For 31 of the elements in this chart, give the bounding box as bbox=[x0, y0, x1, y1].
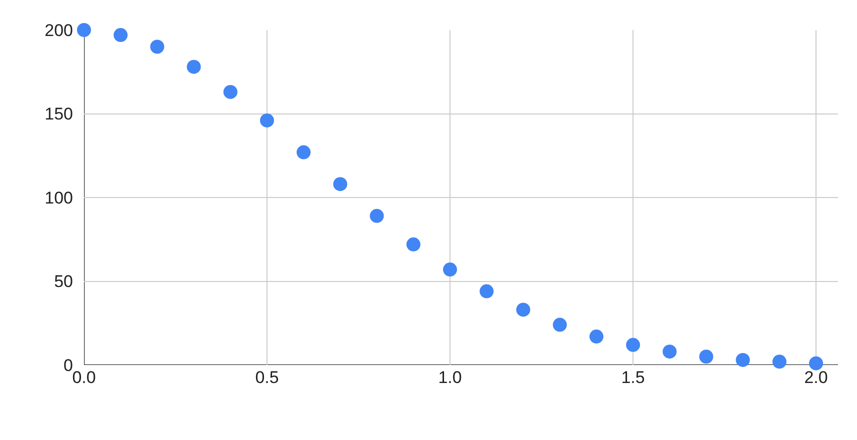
point bbox=[552, 318, 567, 332]
point bbox=[809, 356, 824, 370]
x-tick-label: 0.0 bbox=[72, 368, 96, 387]
point bbox=[662, 344, 677, 359]
point bbox=[406, 237, 420, 252]
point bbox=[296, 145, 311, 160]
point bbox=[223, 84, 238, 99]
point bbox=[443, 262, 458, 277]
point bbox=[626, 338, 640, 352]
point bbox=[736, 352, 750, 367]
y-tick-label: 200 bbox=[44, 20, 73, 40]
point bbox=[589, 330, 604, 344]
point bbox=[333, 177, 348, 192]
point bbox=[186, 60, 201, 74]
x-tick-label: 1.5 bbox=[621, 368, 645, 387]
y-tick-label: 50 bbox=[54, 272, 73, 292]
x-tick-label: 2.0 bbox=[804, 368, 828, 387]
point bbox=[370, 208, 384, 223]
x-tick-label: 1.0 bbox=[438, 368, 462, 387]
point bbox=[772, 354, 786, 369]
y-tick-label: 0 bbox=[64, 356, 73, 375]
point bbox=[114, 28, 128, 42]
y-tick-label: 150 bbox=[44, 104, 73, 124]
point bbox=[77, 23, 91, 37]
y-tick-label: 100 bbox=[44, 188, 73, 208]
point bbox=[516, 302, 530, 317]
point bbox=[699, 350, 714, 364]
point bbox=[480, 284, 494, 298]
point bbox=[150, 40, 164, 54]
point bbox=[260, 113, 274, 128]
x-tick-label: 0.5 bbox=[255, 368, 279, 387]
